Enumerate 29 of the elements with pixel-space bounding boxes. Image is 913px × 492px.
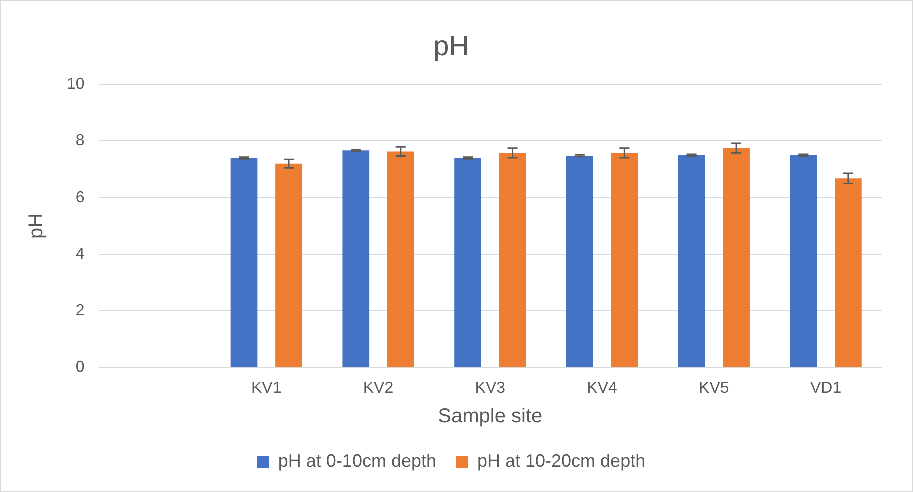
bar bbox=[566, 156, 594, 368]
bar bbox=[611, 153, 638, 368]
bar bbox=[723, 148, 750, 368]
bar bbox=[835, 178, 862, 368]
x-tick-label: KV4 bbox=[587, 380, 618, 397]
bar bbox=[342, 150, 370, 368]
y-tick-label: 2 bbox=[76, 302, 85, 320]
x-tick-label: KV2 bbox=[363, 380, 394, 397]
x-tick-label: KV3 bbox=[475, 380, 506, 397]
x-tick-label: VD1 bbox=[810, 380, 842, 397]
bar bbox=[454, 158, 482, 368]
bar bbox=[230, 158, 258, 368]
y-tick-label: 0 bbox=[76, 359, 85, 376]
x-tick-label: KV5 bbox=[699, 380, 730, 397]
chart-title: pH bbox=[434, 30, 470, 62]
y-axis-title: pH bbox=[26, 213, 48, 239]
y-tick-label: 6 bbox=[76, 189, 85, 206]
y-tick-label: 10 bbox=[67, 76, 85, 94]
legend-label: pH at 0-10cm depth bbox=[278, 450, 436, 471]
legend-label: pH at 10-20cm depth bbox=[477, 450, 646, 471]
bar bbox=[678, 155, 706, 368]
bar bbox=[790, 155, 818, 368]
bar bbox=[387, 152, 414, 368]
x-axis-title: Sample site bbox=[438, 406, 543, 428]
y-tick-label: 4 bbox=[76, 246, 85, 263]
bar bbox=[499, 153, 526, 368]
bar bbox=[276, 164, 302, 368]
y-tick-label: 8 bbox=[76, 132, 85, 150]
x-tick-label: KV1 bbox=[252, 380, 282, 397]
